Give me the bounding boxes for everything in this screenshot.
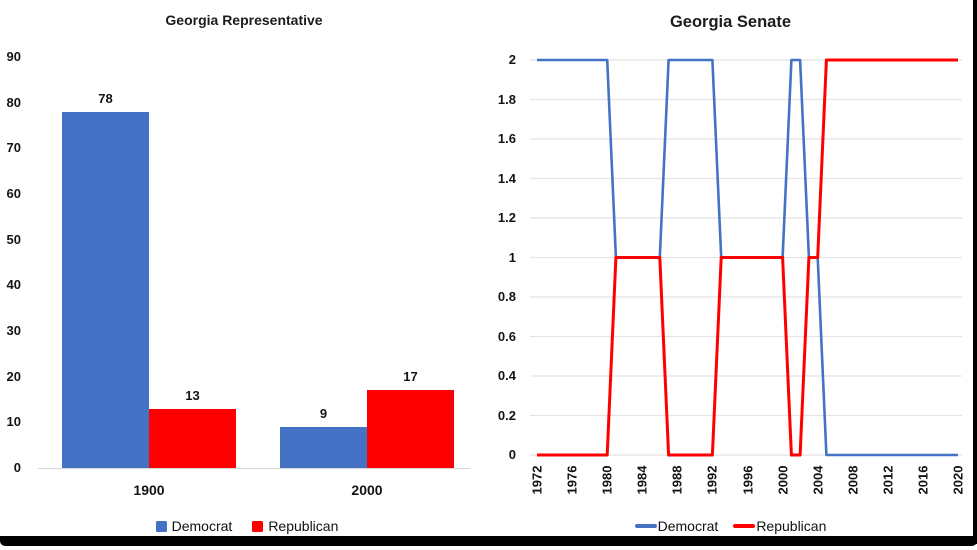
y-axis-label: 40	[6, 277, 21, 293]
x-axis-line	[38, 467, 470, 469]
x-axis-label: 2000	[351, 482, 383, 498]
y-axis-label: 2	[508, 52, 516, 67]
y-axis-label: 0.2	[497, 407, 516, 423]
x-axis-label: 2004	[810, 465, 826, 495]
y-axis-label: 1.8	[497, 91, 516, 107]
y-axis-label: 1	[508, 249, 516, 265]
x-axis-label: 1980	[599, 465, 615, 495]
legend-item-republican: Republican	[733, 518, 826, 534]
y-axis-label: 0.4	[497, 368, 516, 383]
x-axis-label: 2008	[845, 465, 861, 495]
x-axis-label: 1900	[133, 482, 165, 498]
x-axis-label: 1996	[740, 465, 755, 495]
senate-legend: Democrat Republican	[506, 518, 955, 534]
representative-bar-chart: Georgia Representative 0 10 20 30 40 50 60 70 80…	[0, 0, 488, 550]
y-axis-label: 0	[13, 460, 21, 475]
y-axis-label: 80	[6, 94, 21, 110]
legend-republican-swatch	[252, 520, 264, 532]
y-axis-label: 0.6	[497, 328, 516, 344]
bar-democrat-2000	[280, 426, 367, 468]
legend-democrat-swatch	[155, 520, 167, 532]
x-axis-label: 1988	[669, 465, 685, 495]
x-axis-label: 2000	[775, 465, 791, 495]
bar-value-label: 17	[403, 369, 418, 385]
y-axis-label: 1.6	[497, 131, 516, 146]
x-axis-label: 2012	[880, 465, 896, 495]
legend-label: Democrat	[171, 518, 233, 534]
representative-chart-title: Georgia Representative	[165, 12, 323, 28]
representative-plot-area: 0 10 20 30 40 50 60 70 80 90 78 9 13 17 1900 2000	[0, 0, 488, 550]
y-axis-label: 1.2	[497, 210, 516, 225]
y-axis-label: 1.4	[497, 170, 516, 186]
legend-label: Republican	[756, 518, 827, 534]
legend-item-democrat: Democrat	[155, 518, 233, 534]
x-axis-label: 2020	[950, 465, 966, 495]
senate-plot-area: 2 1.8 1.6 1.4 1.2 1 0.8 0.6 0.4 0.2 0 1972 1976 1980 1…	[488, 0, 973, 550]
y-axis-label: 0	[508, 447, 516, 462]
y-axis-label: 60	[6, 186, 21, 201]
legend-item-democrat: Democrat	[634, 518, 719, 534]
senate-line-chart: Georgia Senate 2 1.8 1.6 1.4 1.2 1 0.8 0.6 0.4 0.…	[488, 0, 973, 550]
y-axis-label: 10	[6, 414, 21, 430]
y-axis-label: 50	[6, 231, 21, 247]
x-axis-label: 1976	[564, 465, 580, 495]
bar-republican-1900	[149, 408, 236, 468]
legend-democrat-swatch	[634, 524, 657, 528]
bar-value-label: 13	[185, 387, 200, 403]
y-axis-label: 70	[6, 140, 21, 156]
representative-legend: Democrat Republican	[24, 518, 470, 534]
bar-value-label: 78	[98, 90, 113, 106]
bar-democrat-1900	[62, 111, 149, 468]
bar-republican-2000	[367, 390, 454, 468]
x-axis-label: 1992	[704, 465, 720, 495]
frame-border-bottom	[0, 536, 977, 546]
senate-plot	[530, 58, 962, 457]
legend-label: Republican	[268, 518, 339, 534]
legend-item-republican: Republican	[252, 518, 338, 534]
frame-border-right	[973, 0, 977, 544]
y-axis-label: 90	[6, 49, 21, 64]
legend-republican-swatch	[733, 524, 756, 528]
legend-label: Democrat	[657, 518, 719, 534]
bar-value-label: 9	[319, 405, 328, 421]
x-axis-label: 1984	[634, 465, 650, 495]
x-axis-label: 2016	[915, 465, 931, 495]
republican-line	[537, 58, 958, 457]
x-axis-label: 1972	[529, 465, 545, 495]
senate-chart-title: Georgia Senate	[669, 13, 792, 31]
y-axis-label: 0.8	[497, 289, 516, 304]
y-axis-label: 20	[6, 368, 21, 384]
y-axis-label: 30	[6, 323, 21, 338]
